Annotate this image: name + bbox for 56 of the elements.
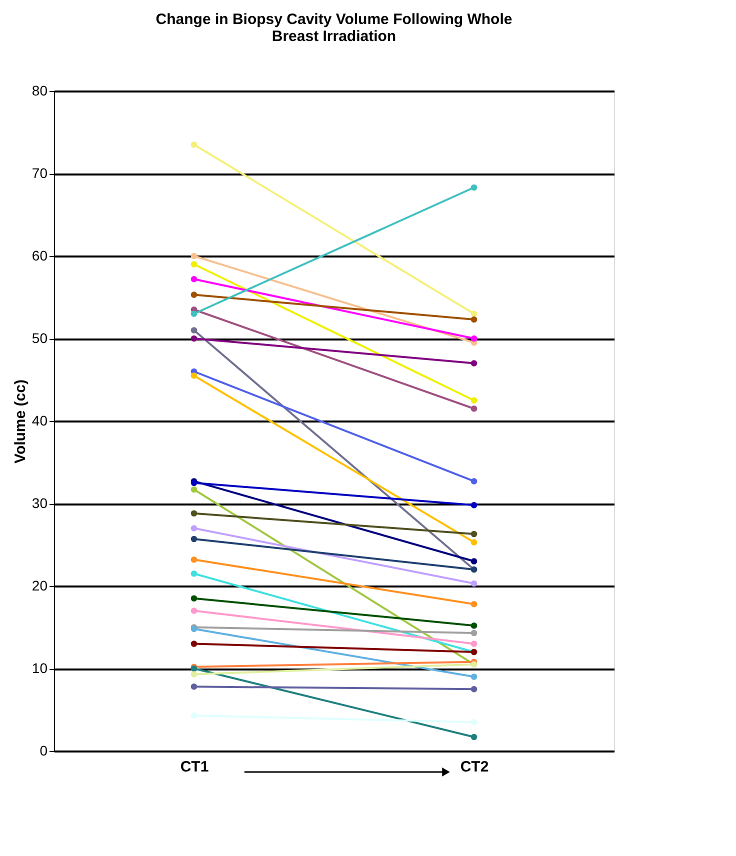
point — [470, 478, 478, 484]
point — [470, 600, 478, 608]
y-tick-label: 30 — [32, 495, 48, 511]
text: Breast Irradiation — [272, 28, 396, 45]
point — [470, 674, 478, 680]
point — [190, 372, 198, 379]
point — [190, 252, 198, 260]
point — [470, 405, 478, 412]
point — [190, 712, 198, 719]
point — [470, 718, 478, 726]
point — [470, 558, 478, 564]
y-tick-label: 80 — [32, 82, 48, 98]
x-tick-label: CT1 — [180, 758, 209, 776]
y-tick-label: 20 — [32, 578, 48, 594]
point — [470, 686, 478, 692]
y-tick-label: 60 — [32, 248, 48, 264]
point — [470, 360, 478, 366]
point — [470, 502, 478, 508]
text: Change in Biopsy Cavity Volume Following Whole — [156, 11, 512, 28]
point — [470, 580, 478, 587]
y-tick-label: 70 — [32, 165, 48, 181]
y-tick-label: 40 — [32, 412, 48, 428]
point — [190, 310, 198, 317]
point — [190, 608, 198, 614]
point — [470, 335, 478, 342]
point — [470, 630, 478, 636]
point — [470, 310, 478, 317]
point — [190, 556, 198, 563]
point — [190, 683, 198, 690]
point — [190, 536, 198, 542]
point — [190, 327, 198, 334]
point — [470, 530, 478, 538]
point — [190, 640, 198, 647]
point — [190, 486, 198, 493]
y-tick-label: 10 — [32, 660, 48, 676]
point — [190, 335, 198, 342]
y-tick-label: 0 — [40, 742, 48, 758]
point — [190, 595, 198, 602]
point — [470, 640, 478, 647]
point — [470, 622, 478, 629]
point — [190, 292, 198, 298]
point — [190, 261, 198, 268]
point — [470, 316, 478, 323]
point — [190, 141, 198, 148]
y-axis-title: Volume (cc) — [12, 380, 29, 464]
point — [190, 570, 198, 577]
point — [470, 184, 478, 191]
point — [470, 539, 478, 546]
y-tick-label: 50 — [32, 330, 48, 346]
point — [470, 734, 478, 740]
point — [190, 510, 198, 517]
point — [470, 397, 478, 404]
x-tick-label: CT2 — [460, 758, 489, 776]
point — [190, 525, 198, 532]
point — [190, 671, 198, 678]
point — [190, 276, 198, 282]
